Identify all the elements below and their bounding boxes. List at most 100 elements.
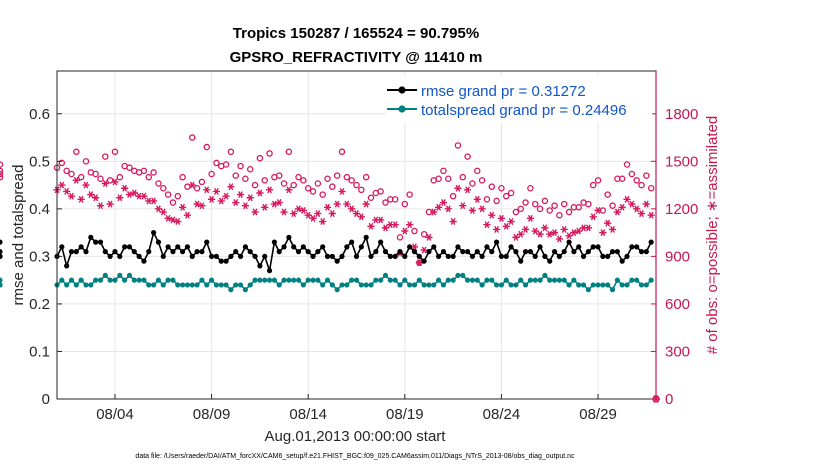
rmse-point — [73, 249, 79, 255]
obs-possible-point — [382, 199, 389, 206]
obs-assimilated-point — [294, 205, 303, 213]
obs-assimilated-point — [430, 208, 438, 216]
totalspread-point — [605, 282, 611, 288]
rmse-point — [460, 249, 466, 255]
obs-possible-point — [0, 167, 4, 175]
totalspread-point — [571, 277, 577, 283]
y-tick-label: 0 — [42, 391, 50, 408]
totalspread-point — [460, 272, 466, 279]
rmse-point — [0, 239, 3, 245]
rmse-point — [107, 253, 113, 259]
y-tick-label: 0.2 — [29, 296, 50, 313]
obs-possible-point — [92, 170, 99, 178]
obs-possible-point — [623, 161, 631, 168]
obs-possible-point — [483, 196, 491, 203]
rmse-point — [300, 244, 306, 250]
totalspread-point — [0, 282, 3, 288]
obs-possible-point — [348, 177, 355, 184]
obs-possible-point — [309, 188, 317, 195]
obs-possible-point — [145, 173, 153, 181]
obs-assimilated-point — [198, 202, 206, 210]
rmse-point — [228, 253, 234, 259]
obs-assimilated-point — [377, 216, 385, 224]
obs-assimilated-point — [121, 184, 129, 192]
obs-possible-point — [237, 162, 244, 170]
obs-assimilated-point — [72, 176, 80, 184]
obs-assimilated-point — [87, 191, 95, 199]
obs-possible-point — [242, 175, 249, 182]
rmse-point — [585, 249, 591, 255]
rmse-point — [276, 249, 282, 255]
obs-possible-point — [362, 173, 370, 181]
obs-possible-point — [266, 150, 273, 157]
rmse-point — [445, 253, 451, 259]
totalspread-point — [146, 282, 152, 288]
obs-assimilated-point — [150, 197, 158, 205]
obs-possible-point — [314, 180, 322, 187]
obs-assimilated-point — [101, 180, 109, 187]
totalspread-point — [624, 282, 630, 288]
obs-assimilated-point — [642, 200, 650, 208]
obs-possible-point — [638, 181, 645, 189]
obs-assimilated-point — [647, 211, 655, 219]
rmse-point — [218, 258, 224, 264]
rmse-point — [78, 244, 84, 250]
rmse-point — [315, 249, 321, 255]
y-right-tick-label: 1800 — [665, 106, 698, 123]
totalspread-point — [0, 277, 3, 283]
totalspread-point — [450, 277, 456, 283]
obs-possible-point — [527, 185, 534, 192]
obs-possible-point — [189, 134, 196, 141]
totalspread-point — [368, 282, 374, 288]
totalspread-point — [445, 277, 451, 283]
obs-assimilated-point — [473, 195, 481, 203]
x-tick-label: 08/24 — [483, 406, 521, 423]
chart-title-line-2: GPSRO_REFRACTIVITY @ 11410 m — [230, 49, 483, 66]
rmse-point — [465, 249, 471, 255]
totalspread-point — [247, 282, 253, 288]
rmse-point — [126, 244, 133, 250]
totalspread-point — [136, 277, 142, 283]
rmse-point — [266, 268, 273, 274]
series-layer — [0, 135, 660, 403]
obs-possible-point — [469, 180, 476, 187]
obs-assimilated-point — [232, 199, 240, 206]
obs-assimilated-point — [420, 246, 428, 254]
totalspread-point — [440, 282, 447, 288]
rmse-point — [479, 253, 485, 259]
rmse-point — [0, 249, 3, 255]
obs-assimilated-point — [343, 200, 351, 208]
rmse-point — [199, 249, 205, 255]
rmse-point — [353, 253, 360, 259]
obs-assimilated-point — [570, 229, 578, 237]
y-tick-label: 0.4 — [29, 201, 50, 218]
obs-possible-point — [77, 173, 85, 181]
obs-assimilated-point — [106, 200, 114, 208]
obs-assimilated-point — [92, 194, 100, 202]
rmse-point — [489, 249, 495, 255]
obs-possible-point — [300, 177, 307, 184]
obs-assimilated-point — [531, 227, 539, 235]
obs-possible-point — [295, 173, 302, 181]
totalspread-point — [88, 282, 94, 288]
obs-assimilated-point — [275, 199, 283, 206]
obs-possible-point — [155, 180, 162, 187]
totalspread-point — [643, 282, 649, 288]
obs-assimilated-point — [613, 208, 621, 216]
obs-possible-point — [488, 183, 496, 190]
rmse-point — [131, 249, 137, 255]
totalspread-point — [344, 282, 350, 288]
totalspread-point — [634, 277, 640, 283]
rmse-point — [426, 249, 432, 255]
obs-possible-point — [445, 175, 452, 182]
obs-possible-point — [647, 185, 655, 192]
obs-possible-point — [585, 200, 592, 208]
obs-assimilated-point — [261, 203, 269, 211]
obs-possible-point — [551, 202, 558, 209]
rmse-point — [571, 249, 577, 255]
rmse-point — [387, 253, 393, 259]
obs-assimilated-point — [497, 214, 506, 222]
rmse-point — [237, 253, 244, 259]
totalspread-point — [324, 277, 331, 283]
totalspread-point — [629, 277, 635, 283]
